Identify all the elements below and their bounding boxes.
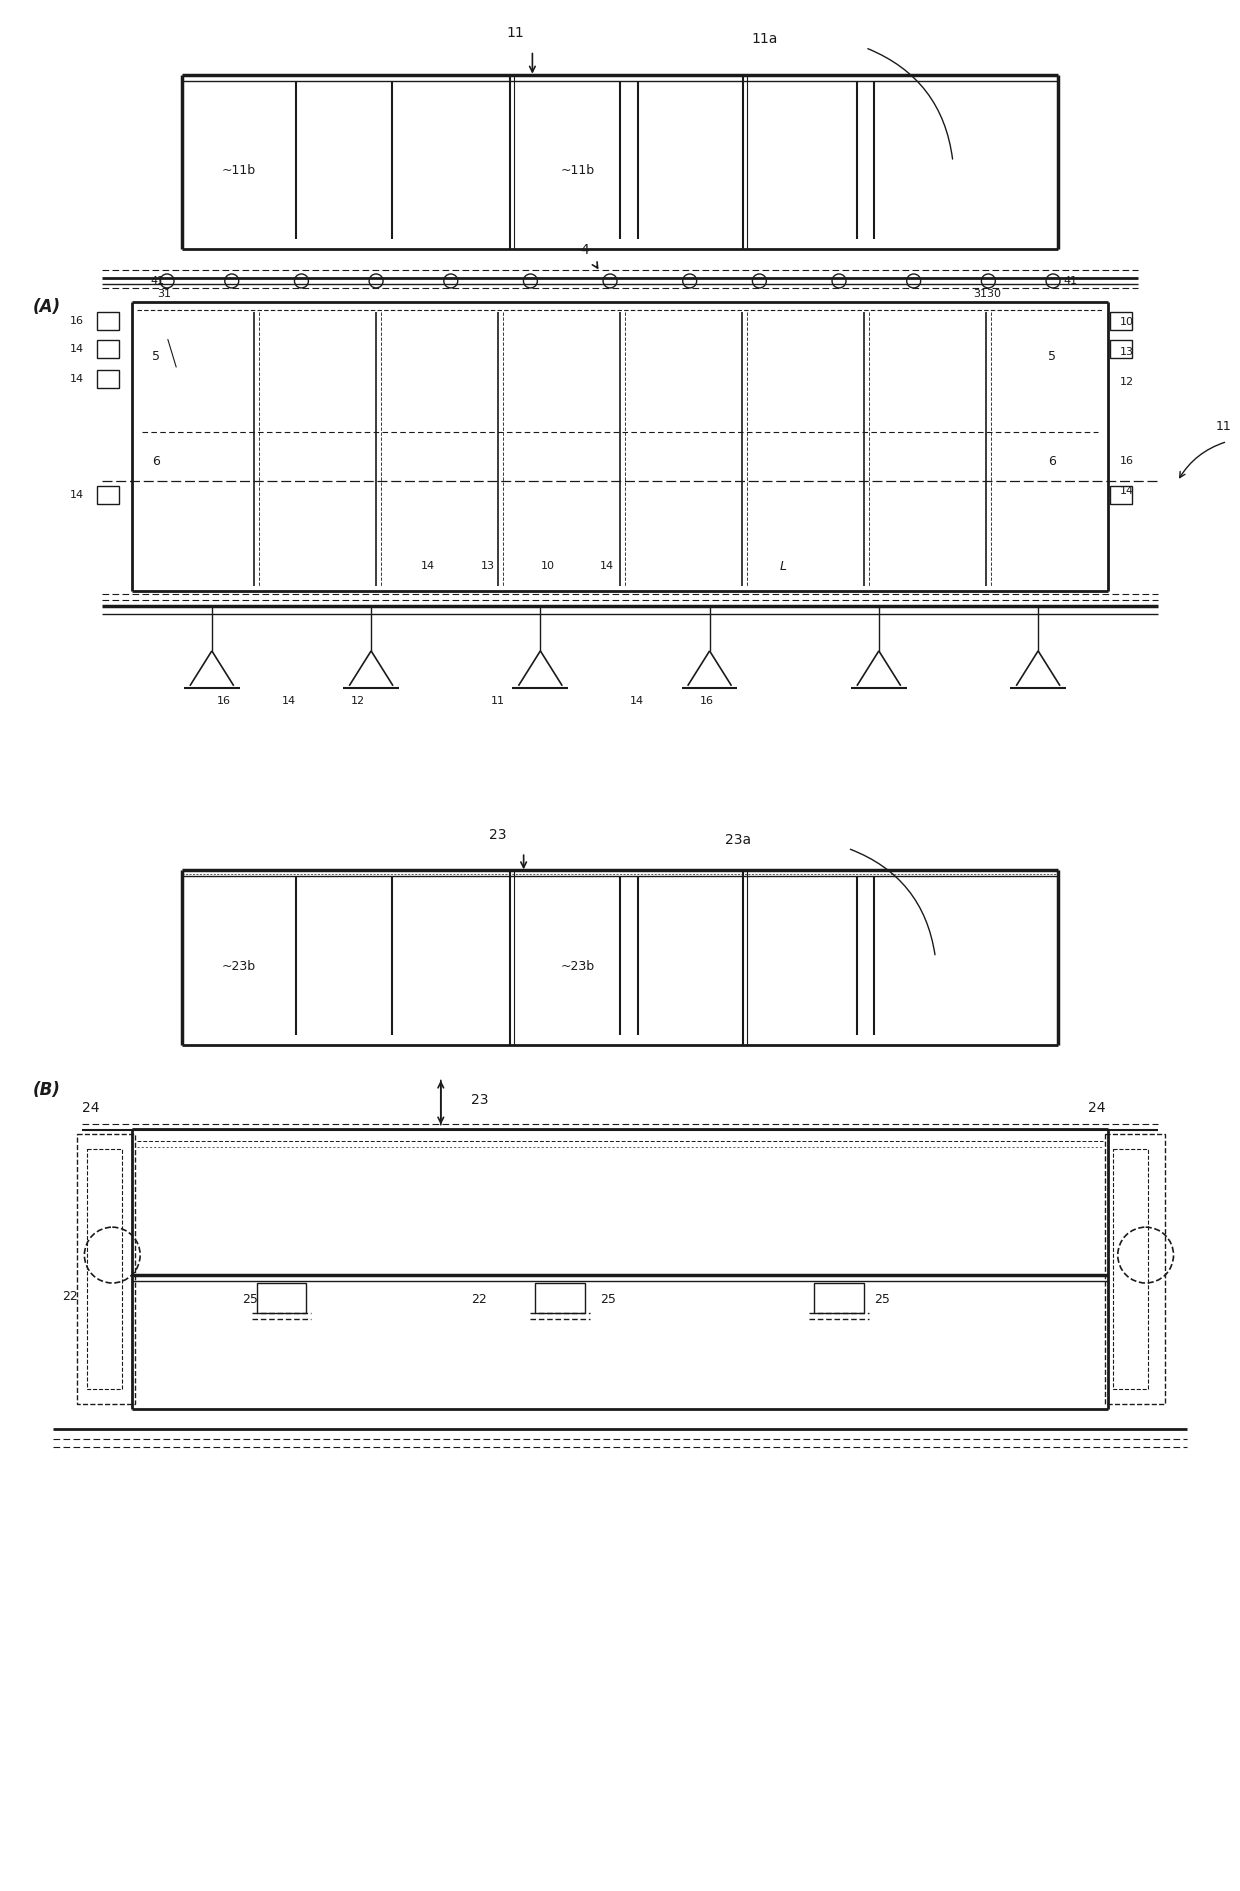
Text: 25: 25 (600, 1293, 616, 1307)
Text: 11: 11 (491, 696, 505, 705)
Bar (98, 312, 119, 329)
Bar (257, 1282, 306, 1312)
Text: ~11b: ~11b (560, 165, 594, 178)
Bar (98, 486, 119, 505)
Bar (815, 1282, 864, 1312)
Text: 14: 14 (69, 490, 83, 499)
Text: 13: 13 (481, 562, 495, 571)
Text: 14: 14 (69, 344, 83, 354)
Text: 4: 4 (580, 244, 589, 257)
Text: 14: 14 (1120, 486, 1133, 495)
Text: 16: 16 (1120, 456, 1133, 467)
Bar (77, 1135, 135, 1403)
Text: 14: 14 (600, 562, 614, 571)
Text: 14: 14 (281, 696, 295, 705)
Bar (1110, 486, 1132, 505)
Text: L: L (779, 560, 786, 573)
Text: 24: 24 (1087, 1101, 1105, 1114)
Text: 5: 5 (1048, 350, 1056, 363)
Bar (536, 1282, 585, 1312)
Text: 25: 25 (874, 1293, 890, 1307)
Text: 23a: 23a (725, 834, 751, 847)
Text: 14: 14 (420, 562, 435, 571)
Bar (1105, 1135, 1164, 1403)
Text: 14: 14 (69, 374, 83, 384)
Text: 13: 13 (1120, 346, 1133, 357)
Text: 11: 11 (1215, 420, 1231, 433)
Text: ~11b: ~11b (222, 165, 255, 178)
Bar (1110, 312, 1132, 329)
Text: 10: 10 (541, 562, 554, 571)
Text: 16: 16 (217, 696, 231, 705)
Text: ~23b: ~23b (222, 961, 255, 972)
Text: 41: 41 (150, 276, 164, 286)
Bar (98, 340, 119, 357)
Text: 22: 22 (62, 1290, 78, 1303)
Bar (1110, 340, 1132, 357)
Text: 11a: 11a (751, 32, 777, 45)
Text: 10: 10 (1120, 318, 1133, 327)
Text: (B): (B) (32, 1080, 61, 1099)
Text: 12: 12 (1120, 376, 1133, 386)
Text: 14: 14 (630, 696, 644, 705)
Text: 12: 12 (351, 696, 366, 705)
Text: 41: 41 (1063, 276, 1078, 286)
Bar (87, 1150, 123, 1388)
Text: 16: 16 (699, 696, 714, 705)
Text: 25: 25 (242, 1293, 258, 1307)
Text: ~23b: ~23b (560, 961, 594, 972)
Text: (A): (A) (32, 299, 61, 316)
Text: 22: 22 (471, 1293, 486, 1307)
Text: 3130: 3130 (973, 289, 1002, 299)
Text: 16: 16 (69, 316, 83, 325)
Text: 23: 23 (471, 1093, 489, 1106)
Text: 24: 24 (82, 1101, 100, 1114)
Text: 6: 6 (153, 456, 160, 469)
Text: 31: 31 (157, 289, 171, 299)
Bar (1112, 1150, 1148, 1388)
Text: 23: 23 (489, 828, 506, 841)
Text: 11: 11 (506, 26, 523, 40)
Text: 5: 5 (153, 350, 160, 363)
Text: 6: 6 (1048, 456, 1056, 469)
Bar (98, 371, 119, 388)
